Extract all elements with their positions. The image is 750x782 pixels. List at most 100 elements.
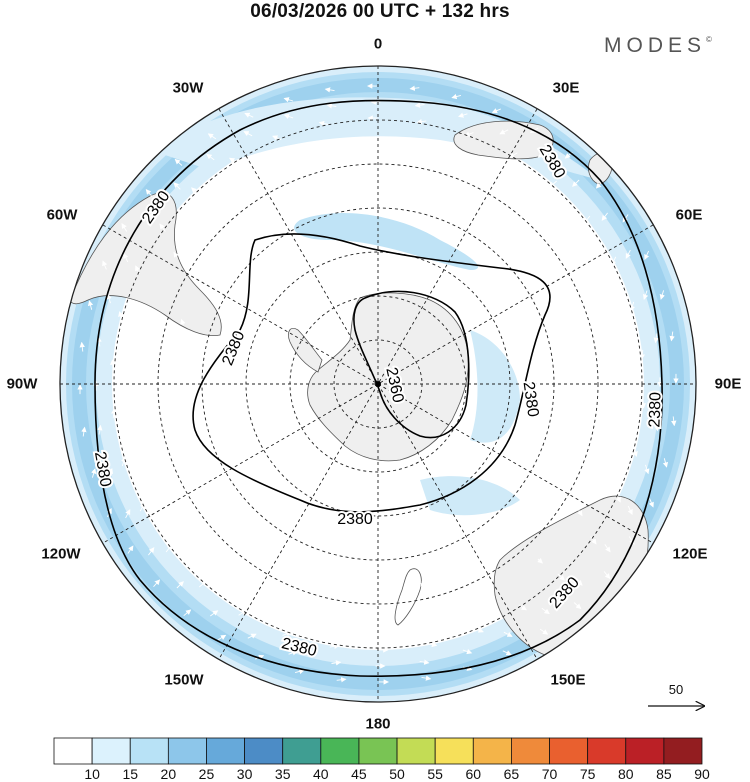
wind-arrow <box>427 641 438 648</box>
wind-arrow <box>121 223 128 232</box>
wind-arrow <box>264 209 271 215</box>
wind-arrow <box>127 545 134 554</box>
wind-arrow <box>246 584 253 590</box>
wind-arrow <box>183 609 192 617</box>
wind-arrow <box>102 260 108 270</box>
wind-arrow <box>603 453 610 460</box>
wind-arrow <box>288 650 298 656</box>
wind-arrow <box>644 250 650 261</box>
wind-arrow <box>485 553 492 559</box>
wind-arrow <box>173 251 179 258</box>
colorbar-tick-label: 30 <box>237 766 253 782</box>
modes-logo: MODES© <box>604 34 712 58</box>
wind-arrow <box>541 607 550 615</box>
wind-arrow <box>210 610 219 617</box>
wind-arrow <box>207 133 217 140</box>
wind-arrow <box>508 152 518 158</box>
wind-arrow <box>629 301 635 312</box>
wind-arrow <box>654 421 660 432</box>
wind-arrow <box>446 152 454 158</box>
map-border <box>59 65 697 703</box>
wind-arrow <box>627 505 633 516</box>
wind-patch-south <box>420 476 520 516</box>
map-title: 06/03/2026 00 UTC + 132 hrs <box>250 1 510 22</box>
wind-arrow <box>503 178 510 184</box>
wind-arrow <box>229 157 238 164</box>
colorbar: 10 15 20 25 30 35 40 45 50 55 60 65 70 75 80 85 90 <box>53 737 710 782</box>
lon-label-60w: 60W <box>46 206 78 224</box>
wind-arrow <box>469 199 476 204</box>
south-america-landmass <box>69 192 222 337</box>
colorbar-swatch <box>53 737 93 765</box>
colorbar-tick-label: 20 <box>161 766 177 782</box>
wind-arrow <box>610 329 616 336</box>
wind-arrow <box>628 536 635 545</box>
wind-arrow <box>549 180 557 188</box>
wind-arrow <box>146 308 153 315</box>
wind-arrow <box>421 675 432 681</box>
meridian-30e-150w <box>218 108 538 660</box>
wind-arrow <box>575 578 583 586</box>
wind-arrow <box>590 536 597 545</box>
wind-arrow <box>419 581 427 587</box>
wind-arrow <box>557 573 565 581</box>
wind-arrow <box>414 102 425 108</box>
wind-arrow <box>491 108 501 114</box>
wind-arrow <box>159 223 166 232</box>
colorbar-tick-label: 60 <box>466 766 482 782</box>
wind-arrow <box>280 564 287 569</box>
wind-arrow <box>648 498 654 508</box>
wind-arrow <box>640 398 646 409</box>
wind-arrow <box>572 179 580 187</box>
colorbar-swatch <box>663 737 703 765</box>
lon-label-60e: 60E <box>675 206 703 224</box>
colorbar-tick-label: 45 <box>351 766 367 782</box>
wind-arrow <box>416 118 427 125</box>
wind-arrow <box>502 650 512 656</box>
colorbar-tick-label: 25 <box>199 766 215 782</box>
lon-label-120e: 120E <box>672 545 708 563</box>
wind-arrow <box>601 212 608 221</box>
wind-arrow <box>409 85 420 91</box>
wind-arrow <box>212 256 219 263</box>
wind-arrow <box>329 181 337 187</box>
meridian-60e-120w <box>102 224 654 544</box>
colorbar-tick-label: 10 <box>84 766 100 782</box>
wind-arrow <box>570 442 576 450</box>
wind-arrow <box>583 215 591 224</box>
wind-arrow <box>539 628 549 635</box>
lon-label-120w: 120W <box>41 545 81 563</box>
wind-arrow <box>565 302 571 310</box>
wind-arrow <box>153 579 161 588</box>
wind-arrow <box>191 187 199 195</box>
wind-arrow <box>97 424 103 435</box>
wind-arrow <box>140 432 146 439</box>
wind-arrow <box>526 242 533 249</box>
wind-arrow <box>537 505 544 512</box>
colorbar-swatch <box>358 737 398 765</box>
wind-arrow <box>662 458 669 468</box>
wind-arrow <box>400 177 408 184</box>
colorbar-tick-label: 85 <box>656 766 672 782</box>
wind-arrow <box>198 543 204 550</box>
wind-arrow <box>318 120 329 127</box>
colorbar-swatch <box>587 737 627 765</box>
wind-arrow <box>322 147 330 153</box>
wind-arrow <box>604 544 611 553</box>
contour-center-2360 <box>353 290 470 439</box>
wind-arrow <box>87 300 94 310</box>
colorbar-tick-label: 50 <box>389 766 405 782</box>
colorbar-tick-label: 15 <box>122 766 138 782</box>
colorbar-tick-label: 40 <box>313 766 329 782</box>
wind-arrow <box>125 509 131 519</box>
wind-arrow <box>426 615 434 621</box>
wind-arrow <box>659 290 665 300</box>
wind-arrow <box>206 153 215 161</box>
wind-arrow <box>331 660 342 666</box>
wind-arrow <box>148 547 155 556</box>
colorbar-swatch <box>282 737 322 765</box>
wind-arrow <box>552 218 558 225</box>
wind-arrow <box>326 103 337 109</box>
wind-arrow <box>283 97 294 103</box>
wind-arrow <box>503 631 513 637</box>
